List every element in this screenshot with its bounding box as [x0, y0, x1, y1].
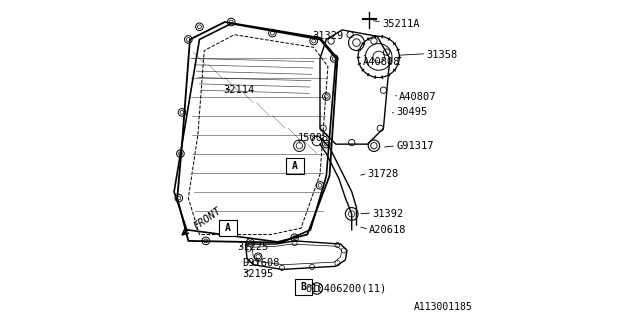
- Text: A20618: A20618: [369, 225, 406, 235]
- Text: 31358: 31358: [426, 50, 458, 60]
- Text: A40807: A40807: [399, 92, 437, 101]
- FancyBboxPatch shape: [294, 279, 312, 295]
- Text: A113001185: A113001185: [413, 302, 472, 312]
- Text: 010406200(11): 010406200(11): [306, 284, 387, 293]
- Text: A: A: [292, 161, 298, 171]
- Text: B: B: [301, 282, 307, 292]
- Text: 31728: 31728: [367, 169, 399, 179]
- Text: 31329: 31329: [312, 31, 343, 41]
- Text: G91317: G91317: [396, 141, 434, 151]
- Text: 32114: 32114: [223, 85, 255, 95]
- FancyBboxPatch shape: [219, 220, 237, 236]
- Text: 31392: 31392: [372, 209, 404, 219]
- Text: A40808: A40808: [363, 57, 401, 67]
- Text: 15008: 15008: [298, 133, 329, 143]
- Text: FRONT: FRONT: [191, 205, 223, 231]
- Text: 32195: 32195: [243, 269, 273, 279]
- Text: 35211A: 35211A: [382, 19, 419, 28]
- Text: A: A: [225, 223, 231, 233]
- Text: D91608: D91608: [243, 258, 280, 268]
- Text: 30495: 30495: [396, 108, 428, 117]
- Text: 31225: 31225: [237, 242, 269, 252]
- FancyBboxPatch shape: [285, 158, 303, 174]
